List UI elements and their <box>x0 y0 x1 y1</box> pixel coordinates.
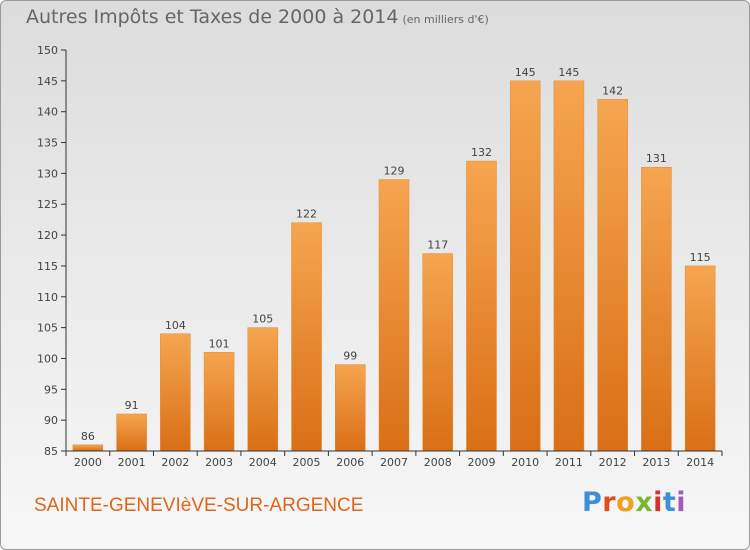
x-tick-label-2009: 2009 <box>467 456 495 469</box>
value-label-2002: 104 <box>165 319 186 332</box>
value-label-2006: 99 <box>343 350 357 363</box>
bar-2002 <box>160 333 191 452</box>
value-label-2004: 105 <box>252 313 273 326</box>
value-label-2013: 131 <box>646 152 667 165</box>
value-label-2009: 132 <box>471 146 492 159</box>
bar-2000 <box>72 444 104 452</box>
chart-subtitle: (en milliers d'€) <box>402 13 489 26</box>
bars-group: 86 91 104 101 105 122 99 129 117 132 145 145 142 131 1… <box>72 66 716 452</box>
bar-2009 <box>466 160 497 452</box>
x-tick-label-2010: 2010 <box>511 456 539 469</box>
x-tick-label-2008: 2008 <box>424 456 452 469</box>
logo-letter: i <box>676 487 687 518</box>
bar-2010 <box>509 80 541 452</box>
value-label-2012: 142 <box>602 84 623 97</box>
bar-2012 <box>597 99 628 452</box>
axes-group: 85 90 95 100 105 110 115 120 125 130 135 140 145 150 2… <box>37 44 723 469</box>
x-tick-label-2002: 2002 <box>161 456 189 469</box>
y-tick-label-140: 140 <box>37 106 58 119</box>
x-tick-label-2001: 2001 <box>118 456 146 469</box>
x-tick-label-2014: 2014 <box>686 456 714 469</box>
value-label-2000: 86 <box>81 430 95 443</box>
bar-2008 <box>422 253 453 452</box>
value-label-2014: 115 <box>690 251 711 264</box>
x-tick-label-2012: 2012 <box>599 456 627 469</box>
y-tick-label-125: 125 <box>37 198 58 211</box>
value-label-2005: 122 <box>296 208 317 221</box>
bar-2011 <box>553 80 585 452</box>
y-tick-label-145: 145 <box>37 75 58 88</box>
y-tick-label-105: 105 <box>37 322 58 335</box>
value-label-2007: 129 <box>384 165 405 178</box>
bar-2014 <box>684 265 716 452</box>
x-tick-label-2011: 2011 <box>555 456 583 469</box>
bar-2001 <box>116 413 147 452</box>
value-label-2003: 101 <box>209 337 230 350</box>
bar-2003 <box>203 352 235 452</box>
logo-letter: x <box>635 487 654 518</box>
y-tick-label-110: 110 <box>37 291 58 304</box>
y-tick-label-120: 120 <box>37 229 58 242</box>
value-label-2010: 145 <box>515 66 536 79</box>
logo-letter: P <box>582 487 603 518</box>
value-label-2001: 91 <box>125 399 139 412</box>
proxiti-logo: Proxiti <box>582 487 686 518</box>
y-tick-label-95: 95 <box>44 383 58 396</box>
x-tick-label-2005: 2005 <box>293 456 321 469</box>
y-tick-label-130: 130 <box>37 167 58 180</box>
bar-2006 <box>335 364 366 452</box>
value-label-2011: 145 <box>558 66 579 79</box>
logo-letter: r <box>602 487 617 518</box>
bar-2004 <box>247 327 279 452</box>
logo-letter: t <box>662 487 677 518</box>
y-tick-label-90: 90 <box>44 414 58 427</box>
x-tick-label-2013: 2013 <box>642 456 670 469</box>
chart-title: Autres Impôts et Taxes de 2000 à 2014 (en… <box>26 6 489 28</box>
y-tick-label-150: 150 <box>37 44 58 57</box>
x-tick-label-2004: 2004 <box>249 456 277 469</box>
y-tick-label-100: 100 <box>37 352 58 365</box>
bar-2013 <box>641 166 672 452</box>
logo-letter: i <box>653 487 663 518</box>
bar-2005 <box>291 222 322 452</box>
x-tick-label-2007: 2007 <box>380 456 408 469</box>
x-tick-label-2000: 2000 <box>74 456 102 469</box>
x-tick-label-2006: 2006 <box>336 456 364 469</box>
value-label-2008: 117 <box>427 239 448 252</box>
chart-title-text: Autres Impôts et Taxes de 2000 à 2014 <box>26 6 399 28</box>
y-tick-label-135: 135 <box>37 137 58 150</box>
commune-name: SAINTE-GENEVIèVE-SUR-ARGENCE <box>34 495 364 516</box>
logo-letter: o <box>616 487 636 518</box>
bar-2007 <box>378 179 410 452</box>
x-tick-label-2003: 2003 <box>205 456 233 469</box>
y-tick-label-85: 85 <box>44 445 58 458</box>
y-tick-label-115: 115 <box>37 260 58 273</box>
